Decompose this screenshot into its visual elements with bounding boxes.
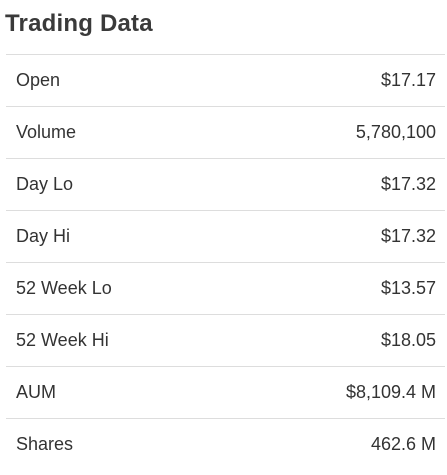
row-value: $17.32 (380, 174, 436, 194)
row-aum: AUM $8,109.4 M (6, 366, 445, 418)
row-value: $8,109.4 M (345, 382, 436, 402)
row-label: Day Lo (16, 174, 74, 194)
trading-data-table: Open $17.17 Volume 5,780,100 Day Lo $17.… (6, 54, 445, 470)
panel-title: Trading Data (5, 10, 153, 37)
row-volume: Volume 5,780,100 (6, 106, 445, 158)
row-label: AUM (16, 382, 56, 402)
row-label: Shares (16, 434, 74, 454)
row-value: $17.32 (380, 226, 436, 246)
row-52-week-hi: 52 Week Hi $18.05 (6, 314, 445, 366)
row-label: 52 Week Lo (16, 278, 112, 298)
row-label: Volume (16, 122, 77, 142)
row-value: $13.57 (380, 278, 436, 298)
row-52-week-lo: 52 Week Lo $13.57 (6, 262, 445, 314)
row-value: 5,780,100 (355, 122, 436, 142)
row-shares: Shares 462.6 M (6, 418, 445, 470)
row-day-lo: Day Lo $17.32 (6, 158, 445, 210)
row-value: 462.6 M (370, 434, 436, 454)
row-label: Day Hi (16, 226, 71, 246)
row-value: $17.17 (380, 70, 436, 90)
row-label: 52 Week Hi (16, 330, 109, 350)
row-label: Open (16, 70, 61, 90)
row-day-hi: Day Hi $17.32 (6, 210, 445, 262)
row-value: $18.05 (380, 330, 436, 350)
row-open: Open $17.17 (6, 54, 445, 106)
